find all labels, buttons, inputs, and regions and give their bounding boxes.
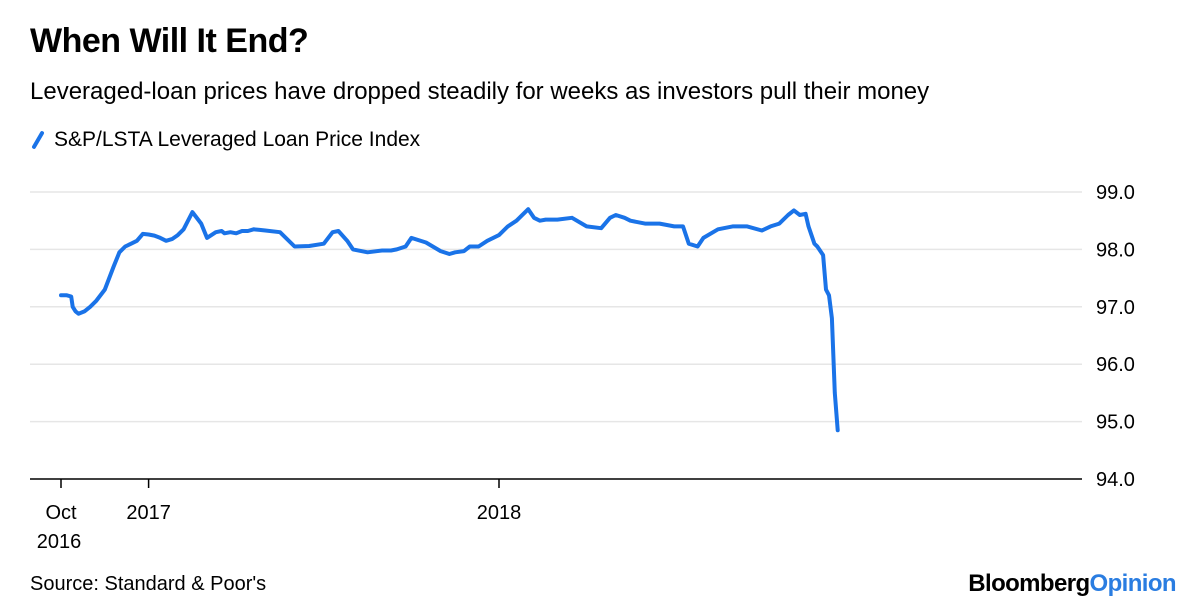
y-tick-label: 97.0: [1096, 297, 1135, 319]
y-tick-label: 94.0: [1096, 469, 1135, 491]
chart-title: When Will It End?: [30, 22, 309, 60]
brand-logo: BloombergOpinion: [968, 570, 1176, 598]
series-layer: [59, 207, 840, 433]
x-axis: [30, 478, 1082, 488]
x-tick-label-year: 2016: [37, 531, 82, 553]
x-tick-label: Oct: [45, 502, 77, 524]
y-tick-label: 95.0: [1096, 412, 1135, 434]
y-tick-label: 99.0: [1096, 182, 1135, 204]
series-line-leveraged-loan-price-index: [59, 207, 840, 433]
brand-accent: Opinion: [1089, 570, 1177, 597]
y-tick-label: 96.0: [1096, 354, 1135, 376]
x-axis-labels: Oct 2016 2017 2018: [37, 502, 522, 553]
x-tick-label: 2017: [126, 502, 171, 524]
x-tick-label: 2018: [477, 502, 522, 524]
y-axis-labels: 99.0 98.0 97.0 96.0 95.0 94.0: [1096, 182, 1135, 491]
brand-main: Bloomberg: [968, 570, 1090, 597]
chart-subtitle: Leveraged-loan prices have dropped stead…: [30, 78, 930, 105]
source-note: Source: Standard & Poor's: [30, 573, 267, 595]
legend-label: S&P/LSTA Leveraged Loan Price Index: [54, 128, 421, 151]
y-tick-label: 98.0: [1096, 239, 1135, 261]
gridlines: [30, 191, 1082, 423]
chart-legend: S&P/LSTA Leveraged Loan Price Index: [31, 125, 421, 155]
